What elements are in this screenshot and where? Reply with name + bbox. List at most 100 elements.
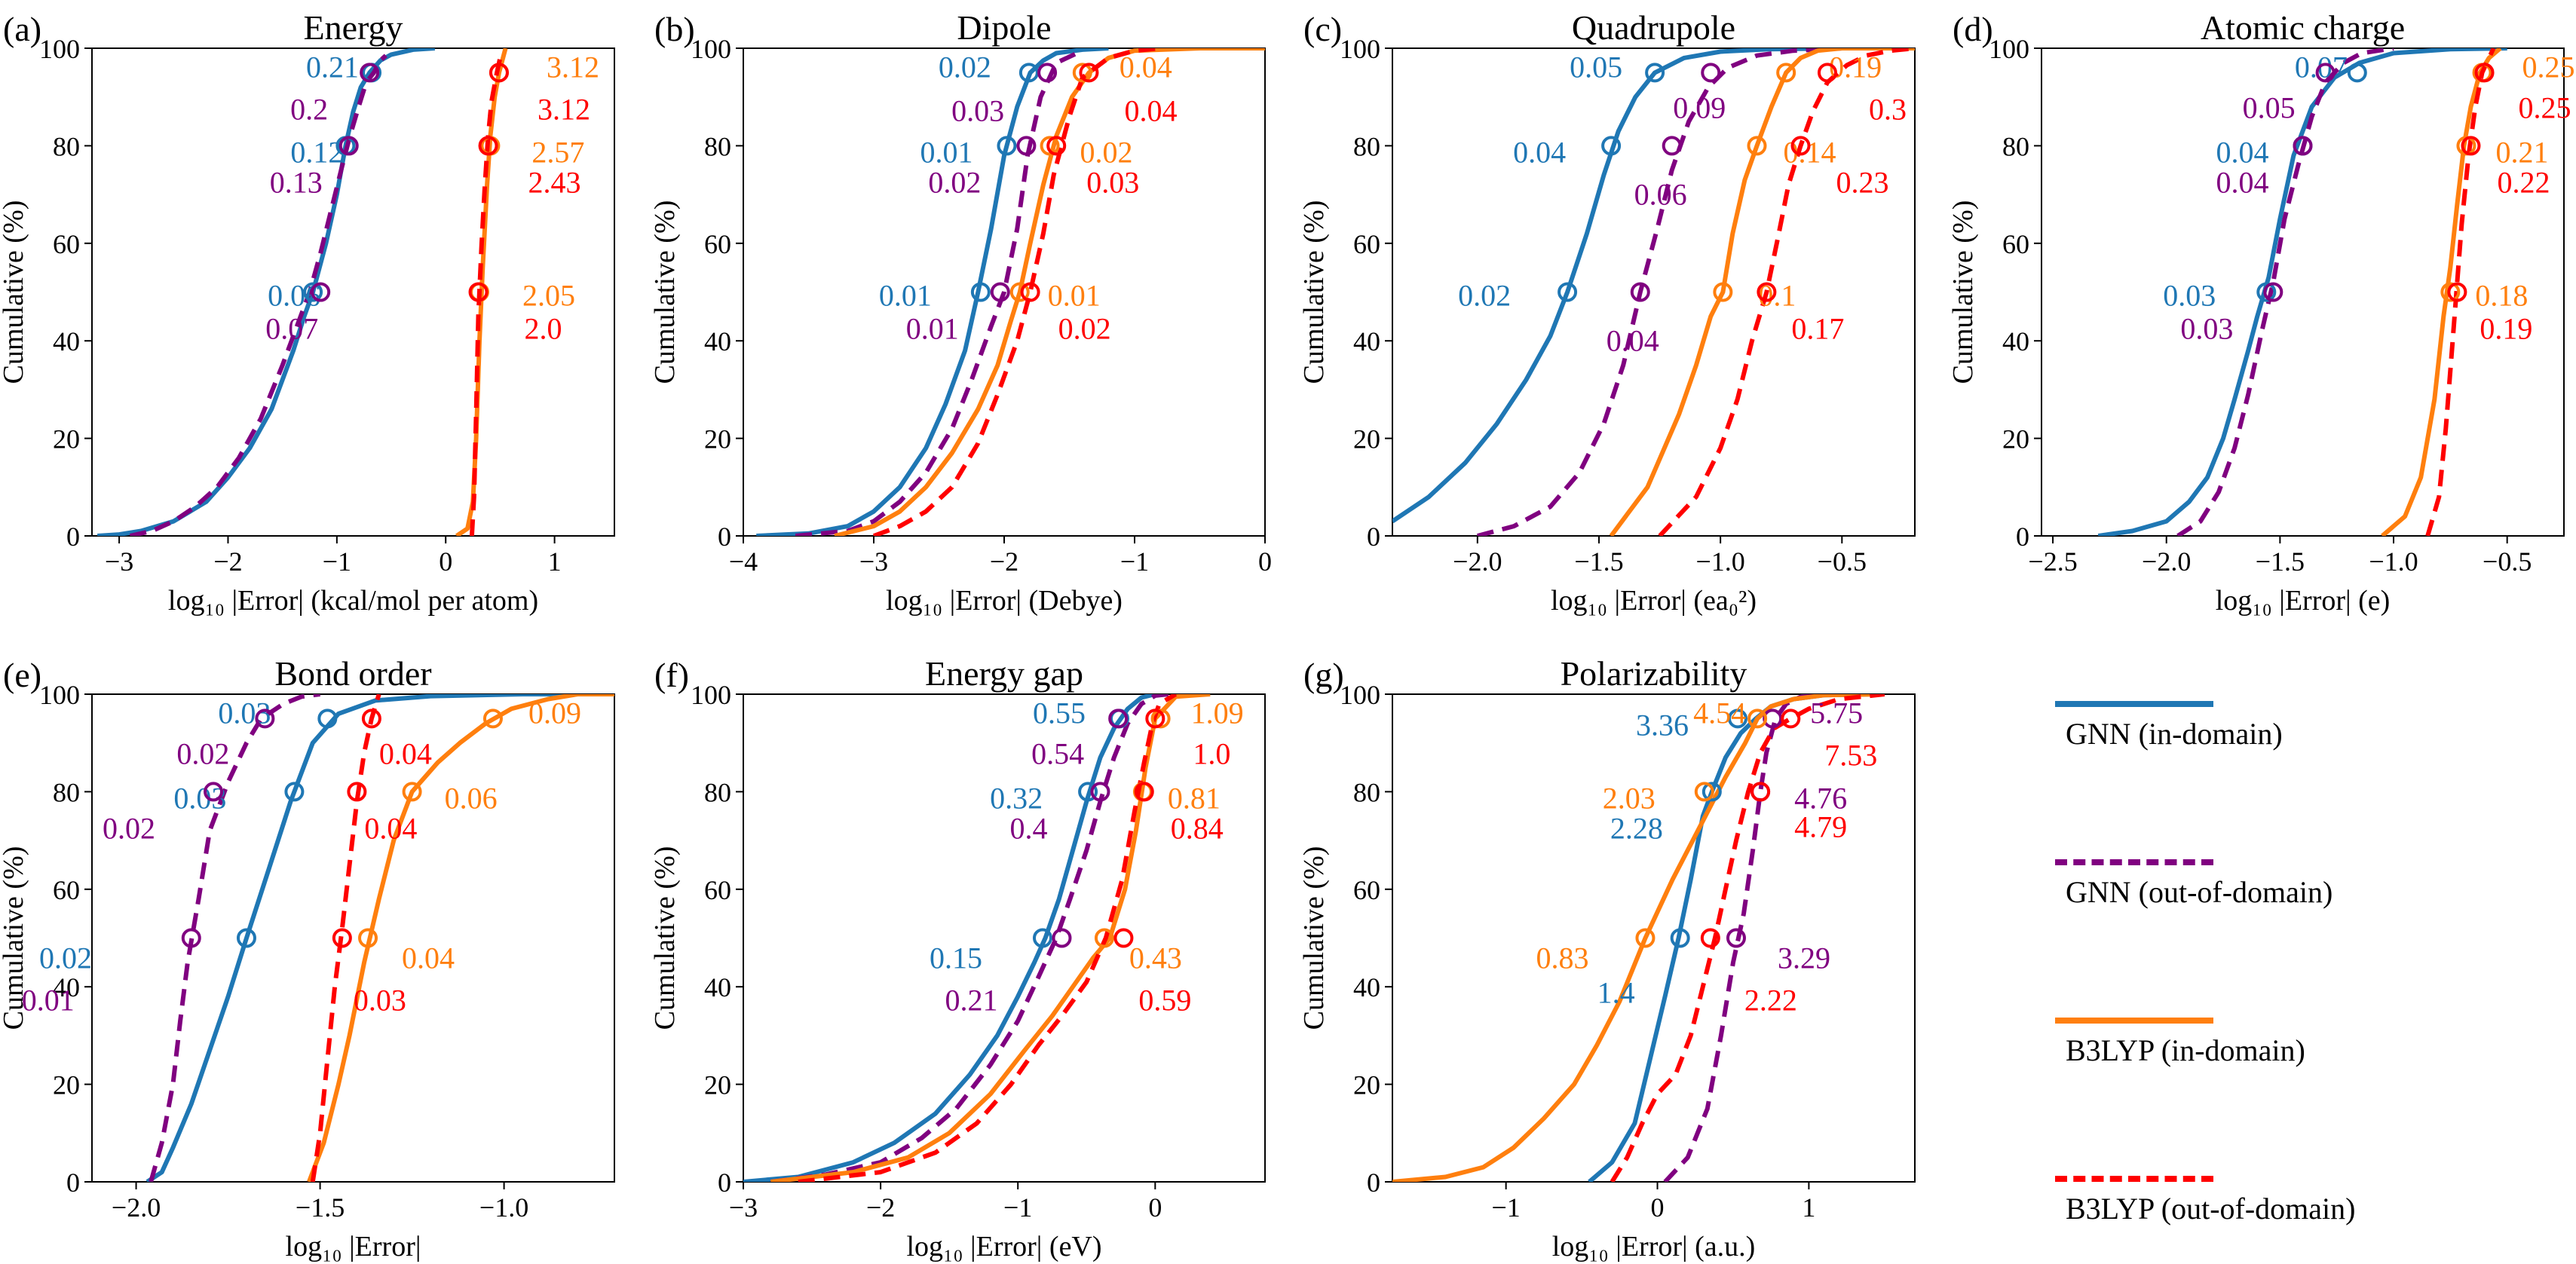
quantile-marker-b3-in [1150,709,1171,729]
quantile-marker-gnn-in [236,928,256,948]
data-label-gnn-in: 0.55 [1033,696,1086,730]
series-line-gnn-in [756,48,1109,536]
data-label-gnn-in: 0.04 [1513,135,1566,169]
legend-swatch-gnn-out [2055,859,2213,865]
series-line-gnn-out [129,54,387,536]
x-tick-label: −1.5 [1574,546,1623,577]
quantile-marker-b3-out [1781,709,1801,729]
x-tick-label: −2.0 [2142,546,2191,577]
series-group [2097,48,2507,536]
y-tick-label: 20 [704,1070,731,1100]
series-line-gnn-out [2176,48,2394,536]
chart-title: Dipole [957,8,1051,47]
data-label-gnn-out: 0.02 [176,736,229,770]
y-tick-label: 80 [1353,131,1380,161]
series-line-gnn-in [2097,48,2507,536]
quantile-marker-gnn-in [1670,928,1690,948]
x-tick-label: −3 [729,1192,758,1223]
panel-label: (e) [3,656,41,694]
quantile-marker-gnn-out [360,63,380,83]
data-label-b3-in: 4.54 [1693,696,1746,730]
data-label-gnn-out: 0.4 [1009,811,1047,845]
data-label-gnn-out: 0.54 [1031,736,1084,770]
data-label-b3-out: 0.19 [2480,312,2532,346]
y-tick-label: 40 [53,326,80,357]
data-label-b3-out: 7.53 [1824,738,1877,772]
legend-item-gnn-out: GNN (out-of-domain) [2028,837,2420,927]
x-axis-label: log₁₀ |Error| (ea₀²) [1551,585,1757,617]
series-line-gnn-out [795,48,1084,536]
series-line-gnn-out [1477,48,1915,536]
x-tick-label: −2 [213,546,242,577]
quantile-marker-b3-out [1790,136,1811,156]
y-tick-label: 100 [691,34,731,64]
data-label-gnn-out: 4.76 [1794,781,1847,815]
quantile-marker-gnn-out [990,282,1010,302]
data-label-gnn-out: 0.04 [1607,324,1659,358]
quantile-marker-b3-out [1145,709,1165,729]
series-line-gnn-out [770,694,1169,1182]
data-label-gnn-in: 3.36 [1636,708,1689,742]
series-line-b3-in [1609,48,1915,536]
data-label-b3-out: 4.79 [1794,810,1847,843]
quantile-marker-b3-out [1113,928,1134,948]
quantile-marker-gnn-out [2263,282,2283,302]
panel-label: (g) [1303,656,1344,694]
y-axis-label: Cumulative (%) [1298,200,1330,384]
y-axis-label: Cumulative (%) [649,846,681,1030]
quantile-marker-b3-in [402,782,422,802]
data-label-b3-out: 2.22 [1744,984,1797,1018]
quantile-marker-gnn-out [1037,63,1058,83]
data-label-b3-out: 0.84 [1171,811,1224,845]
quantile-marker-b3-out [468,282,489,302]
y-tick-label: 20 [2002,424,2029,454]
series-line-b3-in [834,48,1265,536]
plot-frame [91,693,615,1183]
data-label-gnn-out: 5.75 [1810,696,1863,730]
quantile-marker-b3-in [2440,282,2461,302]
y-tick-label: 80 [704,777,731,807]
quantile-marker-b3-in [1713,282,1733,302]
quantile-marker-gnn-in [2347,63,2367,83]
x-tick-label: −3 [859,546,888,577]
data-label-b3-out: 0.04 [379,736,432,770]
panel-label: (d) [1953,10,1993,48]
data-label-b3-out: 3.12 [538,92,590,126]
data-label-b3-in: 0.01 [1048,279,1101,313]
quantile-marker-gnn-in [1727,709,1747,729]
y-tick-label: 20 [53,1070,80,1100]
x-tick-label: −0.5 [1818,546,1867,577]
data-label-b3-in: 3.12 [547,50,599,84]
data-label-b3-out: 0.02 [1058,312,1111,346]
panel-f: Energy gap (f) 0 20 40 60 80 100 −3 −2 −1 0 log₁₀ |E… [649,654,1266,1262]
y-tick-label: 80 [53,131,80,161]
plot-frame [743,693,1266,1183]
series-group [145,694,614,1182]
data-label-b3-out: 1.0 [1193,736,1230,770]
data-label-b3-out: 0.25 [2519,90,2571,124]
y-tick-label: 100 [39,34,80,64]
chart-title: Energy [303,8,403,47]
y-tick-label: 40 [704,326,731,357]
data-label-gnn-in: 0.02 [39,941,92,975]
y-tick-label: 100 [39,680,80,710]
quantile-marker-gnn-out [1016,136,1037,156]
quantile-marker-b3-in [1009,282,1030,302]
quantile-marker-gnn-out [181,928,201,948]
chart-title: Bond order [274,654,431,693]
x-tick-label: −1 [1491,1192,1520,1223]
x-tick-label: −1.0 [2369,546,2418,577]
quantile-marker-b3-out [332,928,352,948]
quantile-marker-b3-out [1020,282,1040,302]
y-tick-label: 60 [1353,229,1380,259]
quantile-marker-gnn-out [1090,782,1110,802]
data-label-gnn-in: 0.01 [879,279,932,313]
quantile-marker-b3-out [1817,63,1837,83]
data-label-b3-in: 0.19 [1829,50,1882,84]
panel-g: Polarizability (g) 0 20 40 60 80 100 −1 0 1 log₁₀ |… [1298,654,1916,1262]
data-label-gnn-out: 0.01 [906,312,959,346]
y-tick-label: 0 [1367,522,1380,552]
data-label-b3-in: 0.83 [1536,941,1588,975]
panel-label: (a) [3,10,41,48]
data-label-b3-in: 0.09 [528,696,581,730]
